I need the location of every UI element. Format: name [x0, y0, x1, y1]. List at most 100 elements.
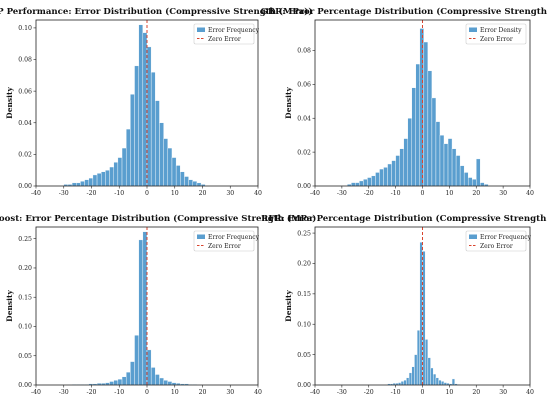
x-tick-label: -30: [337, 389, 347, 396]
histogram-bar: [395, 155, 400, 187]
legend: Error Density Zero Error: [465, 23, 527, 45]
y-tick-label: 0.06: [18, 88, 32, 95]
x-tick-label: -20: [87, 190, 97, 197]
histogram-bar: [117, 157, 123, 187]
histogram-bar: [472, 179, 477, 187]
legend-label: Zero Error: [480, 243, 513, 250]
legend-box: [465, 230, 527, 252]
x-tick-label: 20: [472, 389, 480, 396]
y-tick-label: 0.00: [18, 382, 32, 389]
y-tick-label: 0.08: [18, 57, 32, 64]
histogram-bar: [142, 231, 148, 386]
histogram-bar: [359, 180, 364, 187]
y-tick-label: 0.04: [297, 115, 311, 122]
legend-label: Error Frequency: [208, 27, 260, 34]
x-tick-label: 0: [421, 190, 425, 197]
x-tick-label: -40: [310, 190, 320, 197]
legend-label: Zero Error: [208, 243, 241, 250]
histogram-bar: [192, 181, 198, 187]
histogram-bar: [163, 138, 169, 187]
chart-title: GBR: Error Percentage Distribution (Comp…: [260, 6, 550, 17]
histogram-bar: [351, 182, 356, 187]
histogram-bar: [480, 182, 485, 187]
histogram-bar: [138, 239, 144, 386]
histogram-bar: [130, 361, 135, 386]
histogram-bar: [403, 379, 407, 386]
histogram-bar: [443, 143, 449, 187]
histogram-bar: [163, 380, 169, 386]
x-tick-label: 0: [421, 389, 425, 396]
legend: Error Frequency Zero Error: [193, 230, 260, 252]
histogram-bar: [427, 70, 433, 187]
histogram-bar: [71, 182, 77, 187]
histogram-bar: [391, 160, 396, 187]
legend-swatch-bars: [197, 27, 205, 32]
histogram-bar: [455, 155, 461, 187]
histogram-bar: [431, 97, 437, 187]
x-tick-label: -10: [391, 389, 401, 396]
histogram-bar: [101, 171, 106, 187]
y-tick-label: 0.20: [297, 261, 311, 268]
histogram-bar: [159, 122, 164, 187]
chart-panel-4: RFR: Error Percentage Distribution (Comp…: [261, 213, 550, 396]
x-tick-label: 40: [254, 389, 262, 396]
histogram-bar: [175, 165, 181, 187]
x-tick-label: 40: [526, 190, 534, 197]
histogram-bar: [105, 169, 110, 187]
histogram-bar: [92, 174, 98, 187]
histogram-bar: [415, 63, 421, 187]
y-tick-label: 0.15: [297, 291, 311, 298]
histogram-bar: [125, 128, 131, 187]
histogram-bar: [451, 378, 455, 386]
histogram-bar: [363, 179, 368, 187]
histogram-bar: [109, 166, 114, 187]
y-axis-label: Density: [5, 290, 14, 322]
chart-panel-3: XGBoost: Error Percentage Distribution (…: [0, 213, 316, 396]
x-tick-label: -40: [310, 389, 320, 396]
histogram-bar: [447, 138, 453, 187]
histogram-bar: [155, 374, 160, 386]
histogram-bar: [171, 157, 177, 187]
histogram-bar: [167, 147, 173, 187]
x-tick-label: 20: [472, 190, 480, 197]
x-tick-label: 40: [254, 190, 262, 197]
legend-label: Error Density: [480, 27, 522, 34]
y-tick-label: 0.02: [297, 149, 311, 156]
histogram-bar: [180, 171, 185, 187]
chart-panel-2: GBR: Error Percentage Distribution (Comp…: [260, 6, 550, 197]
y-tick-label: 0.06: [297, 82, 311, 89]
histogram-bar: [430, 367, 434, 386]
histogram-bar: [463, 172, 469, 187]
x-tick-label: 30: [499, 389, 507, 396]
histogram-bar: [88, 177, 94, 187]
y-tick-label: 0.20: [18, 265, 32, 272]
histogram-bar: [433, 373, 437, 386]
legend-box: [465, 23, 527, 45]
histogram-bar: [414, 354, 418, 386]
legend-label: Error Frequency: [208, 234, 260, 241]
x-tick-label: 0: [145, 190, 149, 197]
histogram-bar: [435, 121, 441, 187]
x-tick-label: -20: [364, 389, 374, 396]
histogram-bar: [403, 138, 408, 187]
x-tick-label: 0: [145, 389, 149, 396]
y-tick-label: 0.00: [297, 382, 311, 389]
histogram-bar: [150, 367, 156, 386]
histogram-bar: [167, 381, 173, 386]
histogram-bar: [96, 173, 102, 187]
y-tick-label: 0.05: [297, 352, 311, 359]
y-tick-label: 0.10: [297, 321, 311, 328]
histogram-bar: [419, 28, 425, 187]
chart-title: MLP Performance: Error Distribution (Com…: [0, 6, 312, 17]
x-tick-label: 20: [199, 389, 207, 396]
histogram-bar: [375, 172, 380, 187]
histogram-bar: [459, 165, 465, 187]
x-tick-label: 10: [171, 190, 179, 197]
histogram-bar: [159, 377, 164, 386]
histogram-bar: [467, 177, 473, 187]
x-tick-label: -40: [31, 190, 41, 197]
histogram-bar: [150, 71, 156, 187]
y-tick-label: 0.10: [18, 25, 32, 32]
x-tick-label: 40: [526, 389, 534, 396]
